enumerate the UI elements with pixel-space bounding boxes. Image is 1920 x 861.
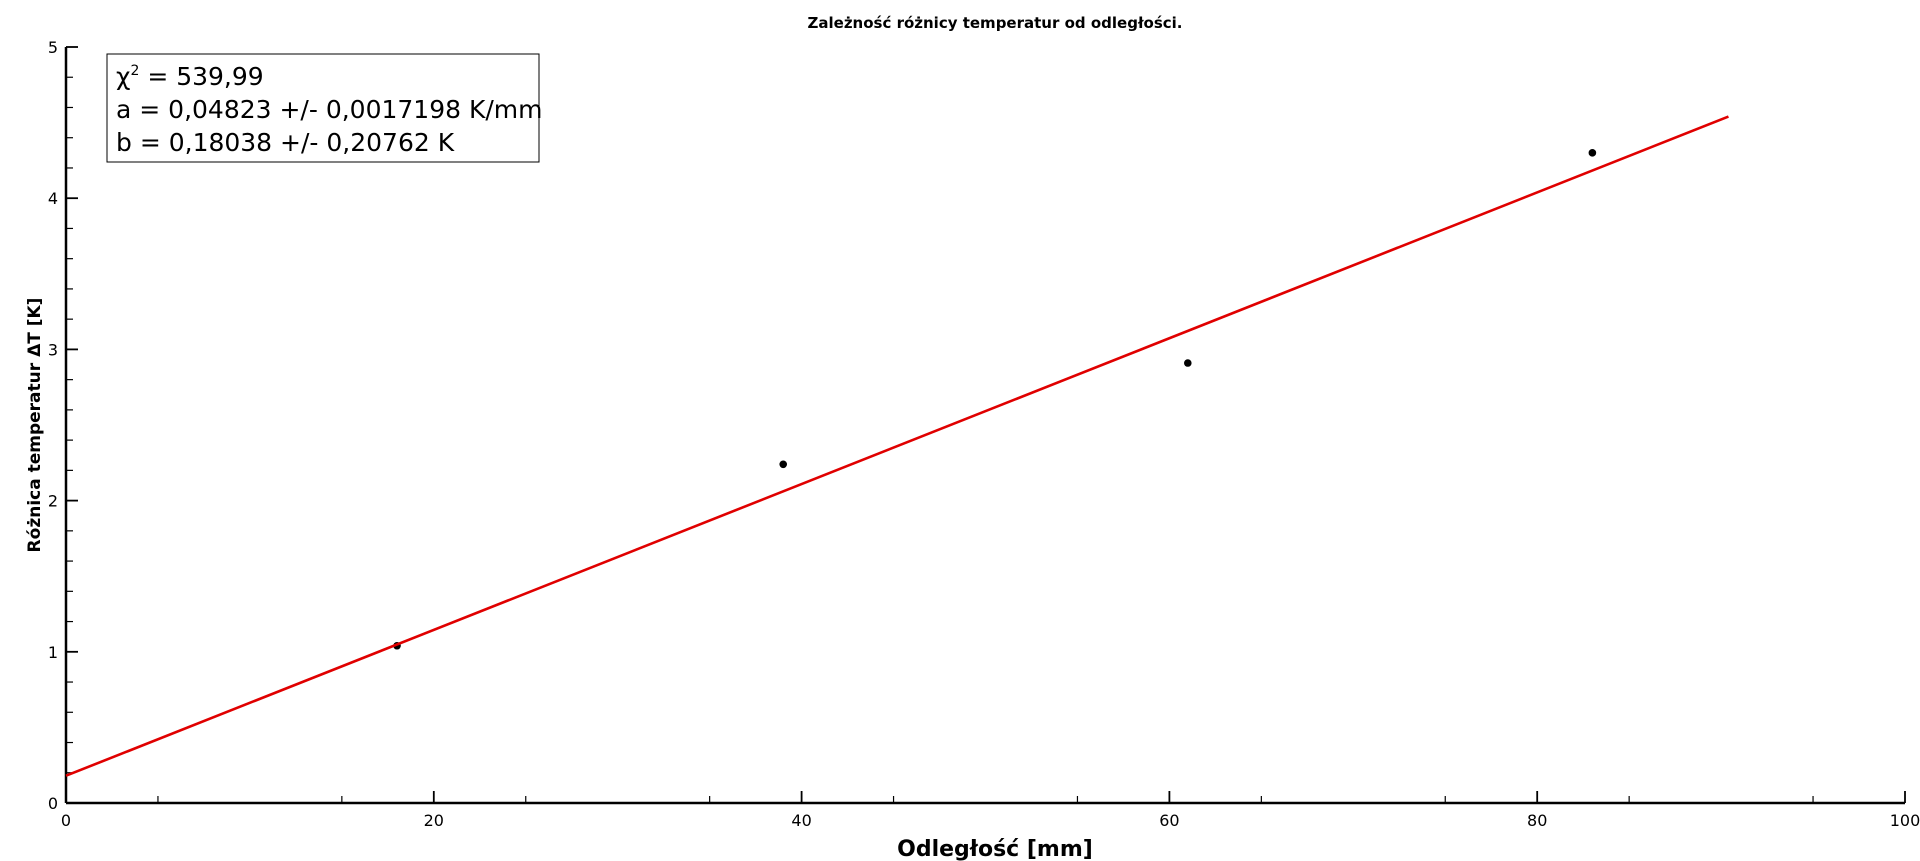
y-tick-label: 3 <box>48 340 58 359</box>
tick-labels: 0 20 40 60 80 100 0 1 2 3 4 5 <box>48 38 1920 830</box>
fit-line <box>65 115 1729 777</box>
chart-title: Zależność różnicy temperatur od odległoś… <box>808 14 1183 32</box>
y-axis-label: Różnica temperatur ΔT [K] <box>25 298 45 553</box>
x-axis-label: Odległość [mm] <box>897 837 1093 861</box>
y-tick-label: 1 <box>48 643 58 662</box>
chi-value: = 539,99 <box>139 62 263 91</box>
chi-square-text: χ2 = 539,99 <box>116 62 264 91</box>
x-tick-label: 80 <box>1527 811 1547 830</box>
data-point <box>779 460 788 469</box>
y-tick-label: 4 <box>48 189 58 208</box>
tick-marks <box>65 46 1906 804</box>
annotation-border <box>106 53 540 163</box>
x-tick-label: 100 <box>1890 811 1920 830</box>
fit-annotation-box: χ2 = 539,99 a = 0,04823 +/- 0,0017198 K/… <box>106 53 543 163</box>
data-point <box>1183 359 1192 367</box>
y-tick-label: 5 <box>48 38 58 57</box>
chi-symbol: χ <box>116 62 130 91</box>
slope-text: a = 0,04823 +/- 0,0017198 K/mm <box>116 95 543 124</box>
data-point <box>1588 149 1597 157</box>
y-tick-label: 2 <box>48 492 58 511</box>
y-tick-label: 0 <box>48 794 58 813</box>
x-tick-label: 20 <box>424 811 444 830</box>
series-group <box>65 115 1729 777</box>
intercept-text: b = 0,18038 +/- 0,20762 K <box>116 128 455 157</box>
axes <box>64 47 1905 805</box>
chi-superscript: 2 <box>130 63 139 79</box>
x-tick-label: 40 <box>791 811 811 830</box>
x-tick-label: 60 <box>1159 811 1179 830</box>
x-tick-label: 0 <box>61 811 71 830</box>
